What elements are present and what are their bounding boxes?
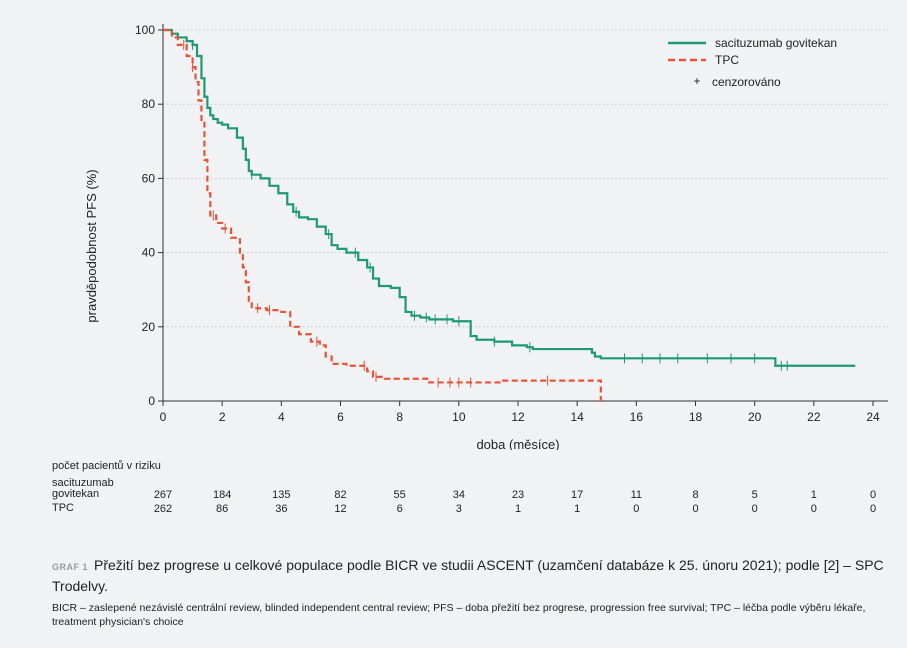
y-tick-label-80: 80: [142, 97, 156, 111]
y-tick-label-100: 100: [135, 23, 155, 37]
x-tick-label-12: 12: [511, 410, 525, 424]
figure-caption: GRAF 1 Přežití bez progrese u celkové pop…: [52, 556, 892, 596]
x-tick-label-24: 24: [866, 410, 880, 424]
legend-label-sg: sacituzumab govitekan: [715, 36, 837, 50]
risk-value-tpc-6: 12: [334, 503, 347, 515]
x-tick-label-18: 18: [689, 410, 703, 424]
x-tick-label-6: 6: [337, 410, 344, 424]
risk-value-tpc-4: 36: [275, 503, 288, 515]
risk-value-sg-0: 267: [153, 489, 173, 501]
risk-value-sg-18: 8: [692, 489, 699, 501]
legend-label-censored: cenzorováno: [712, 75, 781, 89]
x-tick-label-8: 8: [396, 410, 403, 424]
x-tick-label-10: 10: [452, 410, 466, 424]
y-tick-label-0: 0: [148, 394, 155, 408]
x-tick-label-16: 16: [630, 410, 644, 424]
risk-value-tpc-2: 86: [216, 503, 229, 515]
risk-row-label-tpc: TPC: [52, 502, 74, 514]
x-axis-label: doba (měsíce): [476, 437, 559, 450]
figure-footnote: BICR – zaslepené nezávislé centrální rev…: [52, 602, 866, 628]
risk-value-sg-22: 1: [810, 489, 817, 501]
legend: sacituzumab govitekan TPC + cenzorováno: [668, 36, 837, 89]
risk-value-tpc-0: 262: [153, 503, 173, 515]
risk-value-sg-12: 23: [511, 489, 525, 501]
risk-value-sg-16: 11: [630, 489, 643, 501]
risk-value-sg-4: 135: [272, 489, 291, 501]
y-tick-label-20: 20: [142, 320, 156, 334]
grid-lines: [163, 29, 888, 328]
risk-value-sg-14: 17: [571, 489, 584, 501]
risk-value-tpc-14: 1: [574, 503, 581, 515]
y-axis-label: pravděpodobnost PFS (%): [84, 169, 99, 322]
x-tick-label-4: 4: [278, 410, 285, 424]
caption-text: Přežití bez progrese u celkové populace …: [52, 557, 884, 594]
risk-value-sg-24: 0: [869, 489, 877, 501]
series-layer: [163, 28, 856, 401]
risk-value-sg-6: 82: [334, 489, 347, 501]
risk-row-label-sg-line2: govitekan: [52, 488, 100, 500]
risk-value-tpc-20: 0: [751, 503, 758, 515]
risk-value-sg-8: 55: [393, 489, 406, 501]
series-line-sg: [163, 28, 856, 367]
legend-censored-marker: +: [693, 74, 700, 88]
risk-value-tpc-8: 6: [396, 503, 403, 515]
risk-value-tpc-24: 0: [869, 503, 877, 515]
caption-label: GRAF 1: [52, 562, 89, 572]
risk-value-tpc-16: 0: [633, 503, 640, 515]
risk-value-sg-20: 5: [751, 489, 758, 501]
risk-table-title: počet pacientů v riziku: [52, 460, 161, 472]
risk-value-tpc-22: 0: [810, 503, 817, 515]
legend-label-tpc: TPC: [715, 53, 739, 67]
risk-value-sg-10: 34: [452, 489, 465, 501]
risk-value-tpc-10: 3: [455, 503, 462, 515]
risk-value-tpc-12: 1: [514, 503, 522, 515]
risk-row-label-sg-line1: sacituzumab: [52, 477, 114, 489]
x-tick-label-20: 20: [748, 410, 762, 424]
series-line-tpc: [163, 28, 602, 401]
x-tick-label-22: 22: [807, 410, 821, 424]
y-tick-label-40: 40: [142, 246, 156, 260]
x-tick-label-14: 14: [570, 410, 584, 424]
x-tick-label-2: 2: [219, 410, 226, 424]
y-tick-label-60: 60: [142, 171, 156, 185]
x-tick-label-0: 0: [160, 410, 167, 424]
risk-value-tpc-18: 0: [692, 503, 699, 515]
risk-value-sg-2: 184: [212, 489, 232, 501]
